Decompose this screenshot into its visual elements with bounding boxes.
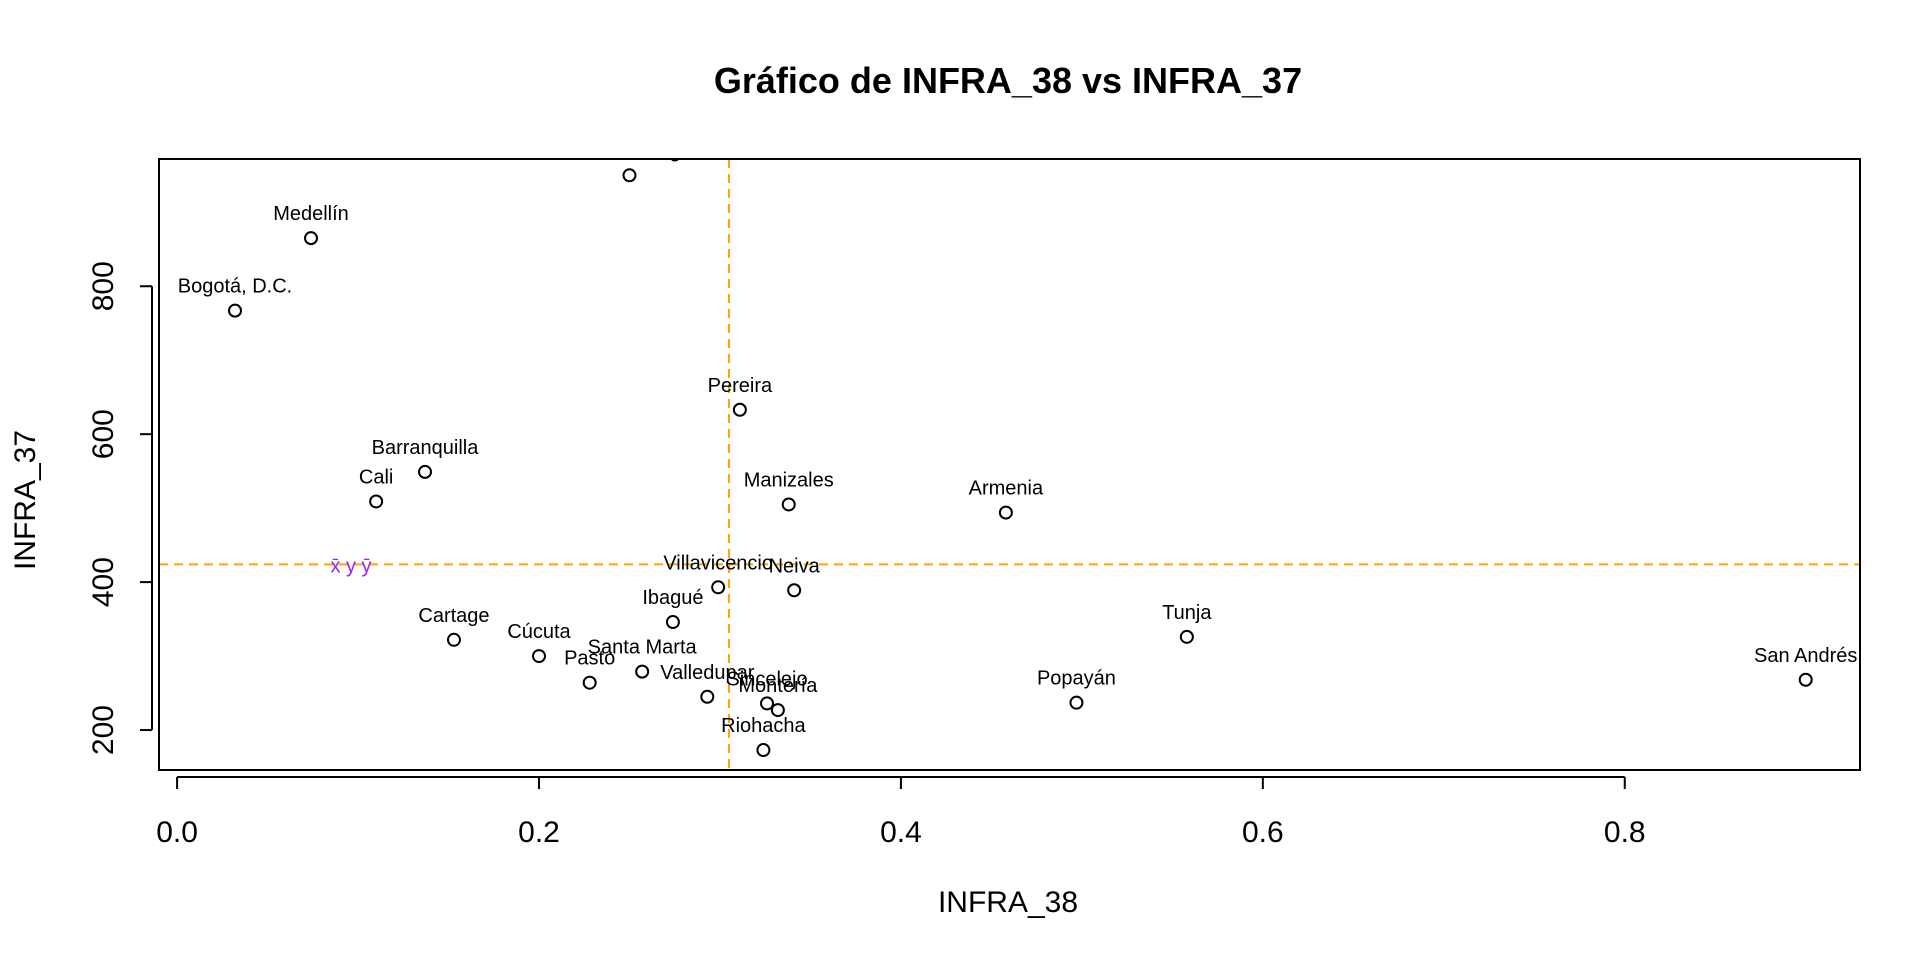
point-label: San Andrés xyxy=(1754,645,1857,667)
data-point xyxy=(446,632,461,647)
data-point xyxy=(700,689,715,704)
data-point xyxy=(369,494,384,509)
data-point xyxy=(781,497,796,512)
point-label: Pasto xyxy=(564,648,615,670)
point-label: Manizales xyxy=(744,469,834,491)
data-point xyxy=(760,696,775,711)
point-label: Medellín xyxy=(273,203,349,225)
point-label: Cali xyxy=(359,466,393,488)
data-point xyxy=(1798,672,1813,687)
y-tick-label: 400 xyxy=(87,557,120,607)
point-labels: Bucaramanga Medellín Bogotá, D.C. Pereira Ba… xyxy=(178,140,1858,737)
point-label: Armenia xyxy=(969,478,1044,500)
point-label: Santa Marta xyxy=(588,637,698,659)
point-label: Riohacha xyxy=(721,715,806,737)
data-point xyxy=(787,583,802,598)
means-label: x̄ y ȳ xyxy=(330,555,371,577)
y-tick-label: 600 xyxy=(87,409,120,459)
y-tick-label: 800 xyxy=(87,261,120,311)
data-point xyxy=(665,615,680,630)
point-label: Cartage xyxy=(418,605,489,627)
point-label: Pereira xyxy=(708,375,773,397)
y-axis-title: INFRA_37 xyxy=(9,430,42,570)
mean-lines xyxy=(159,159,1860,770)
y-tick-label: 200 xyxy=(87,705,120,755)
point-label: Bucaramanga xyxy=(567,140,692,162)
chart-title: Gráfico de INFRA_38 vs INFRA_37 xyxy=(714,60,1302,101)
point-label: Cúcuta xyxy=(507,621,571,643)
data-point xyxy=(418,464,433,479)
data-point xyxy=(1179,629,1194,644)
point-label: Villavicencio xyxy=(663,552,773,574)
x-axis-title: INFRA_38 xyxy=(938,886,1078,919)
data-point xyxy=(582,675,597,690)
point-label: Popayán xyxy=(1037,668,1116,690)
data-point xyxy=(228,303,243,318)
data-points xyxy=(228,168,1813,758)
data-point xyxy=(635,664,650,679)
x-tick-label: 0.6 xyxy=(1242,816,1284,849)
point-label: Neiva xyxy=(769,555,821,577)
x-axis: 0.0 0.2 0.4 0.6 0.8 xyxy=(156,776,1646,849)
point-label: Bogotá, D.C. xyxy=(178,276,293,298)
x-tick-label: 0.2 xyxy=(518,816,560,849)
point-label: Barranquilla xyxy=(372,437,480,459)
data-point xyxy=(756,743,771,758)
point-label: Montería xyxy=(738,675,818,697)
data-point xyxy=(622,168,637,183)
data-point xyxy=(1069,695,1084,710)
data-point xyxy=(770,703,785,718)
x-tick-label: 0.8 xyxy=(1604,816,1646,849)
data-point xyxy=(998,505,1013,520)
point-label: Valledupar xyxy=(660,662,754,684)
point-label: Tunja xyxy=(1162,602,1212,624)
plot-frame xyxy=(158,158,1861,771)
data-point xyxy=(732,402,747,417)
y-axis: 200 400 600 800 xyxy=(87,261,153,755)
x-tick-label: 0.4 xyxy=(880,816,922,849)
data-point xyxy=(711,580,726,595)
data-point xyxy=(532,649,547,664)
point-label: Ibagué xyxy=(642,587,703,609)
data-point xyxy=(304,231,319,246)
point-label: Sincelejo xyxy=(726,668,807,690)
x-tick-label: 0.0 xyxy=(156,816,198,849)
